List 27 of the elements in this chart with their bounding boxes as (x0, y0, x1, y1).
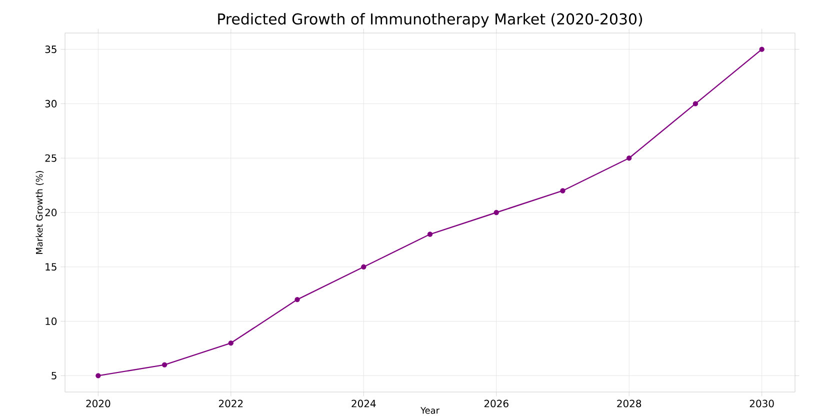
y-tick-label: 10 (46, 318, 57, 326)
x-tick-label: 2030 (750, 400, 774, 408)
y-tick-label: 20 (45, 208, 57, 216)
y-tick-label: 35 (45, 46, 56, 54)
point (626, 156, 632, 161)
y-axis-title: Market Growth (%) (36, 171, 44, 254)
x-tick-label: 2020 (86, 400, 110, 408)
point (692, 101, 698, 106)
point (560, 188, 566, 194)
y-tick-label: 5 (52, 372, 56, 380)
point (228, 340, 234, 346)
point (361, 264, 366, 270)
x-tick-label: 2028 (617, 400, 642, 408)
x-tick-label: 2026 (484, 400, 508, 408)
y-tick-label: 15 (46, 263, 56, 271)
point (294, 296, 300, 302)
x-axis-title: Year (420, 407, 440, 414)
point (759, 46, 764, 52)
chart-title: Predicted Growth of Immunotherapy Market (2020-2030) (218, 13, 642, 28)
y-tick-label: 30 (45, 100, 57, 108)
y-tick-label: 25 (45, 154, 56, 162)
point (427, 232, 433, 237)
x-tick-label: 2022 (218, 400, 243, 408)
point (96, 373, 101, 378)
point (494, 210, 499, 216)
x-tick-label: 2024 (352, 400, 376, 408)
point (162, 362, 168, 368)
